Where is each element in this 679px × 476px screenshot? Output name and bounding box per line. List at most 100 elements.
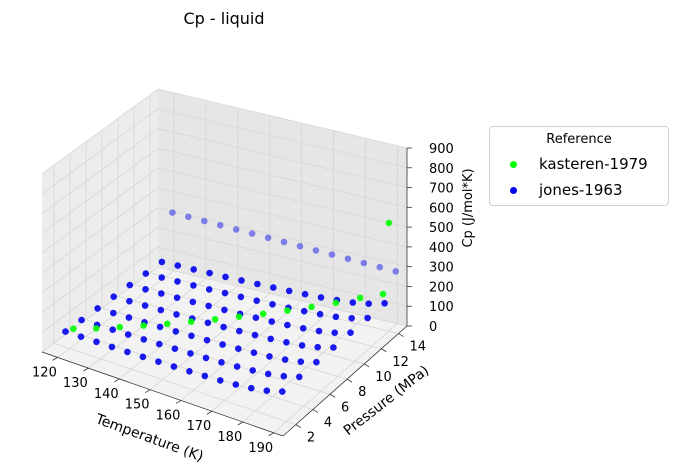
- jones-point: [171, 345, 179, 353]
- jones-point: [249, 367, 256, 374]
- jones-point: [316, 310, 324, 318]
- grid-line-z: [41, 108, 408, 195]
- jones-point: [344, 255, 352, 263]
- x-tick-label: 130: [63, 376, 88, 391]
- jones-point: [233, 363, 241, 370]
- kasteren-point: [164, 320, 171, 328]
- x-tick-label-mark: [206, 410, 213, 415]
- data-points: [62, 209, 400, 395]
- axes-panes: [42, 89, 407, 436]
- jones-point: [248, 384, 255, 392]
- jones-point: [202, 354, 210, 362]
- x-tick-label: 180: [217, 430, 242, 445]
- jones-point: [174, 278, 181, 285]
- z-tick-label: 0: [429, 320, 437, 335]
- jones-point: [142, 286, 149, 293]
- jones-point: [267, 335, 275, 343]
- jones-point: [78, 316, 85, 324]
- jones-point: [201, 372, 209, 380]
- jones-point: [174, 262, 182, 269]
- y-tick-label-mark: [381, 348, 387, 353]
- x-tick-label-mark: [114, 378, 120, 383]
- jones-point: [126, 297, 133, 305]
- jones-point: [201, 217, 208, 225]
- jones-point: [156, 323, 164, 331]
- jones-point: [301, 290, 309, 298]
- y-tick-label-mark: [329, 393, 336, 398]
- kasteren-point: [187, 318, 195, 326]
- y-tick-label-mark: [346, 378, 353, 383]
- jones-point: [188, 332, 195, 340]
- kasteren-point: [379, 290, 387, 298]
- jones-point: [252, 314, 260, 322]
- jones-point: [348, 314, 356, 322]
- kasteren-point: [259, 310, 267, 318]
- jones-point: [190, 282, 197, 289]
- jones-point: [157, 306, 165, 314]
- kasteren-point: [332, 299, 340, 307]
- jones-point: [364, 314, 371, 322]
- jones-point: [283, 339, 290, 346]
- jones-point: [315, 327, 323, 335]
- jones-point: [285, 287, 293, 295]
- jones-point: [219, 341, 226, 348]
- y-tick-label-mark: [398, 333, 404, 337]
- jones-point: [280, 238, 288, 246]
- kasteren-point: [70, 325, 77, 333]
- y-axis-line: [282, 325, 408, 437]
- jones-point: [284, 321, 291, 329]
- jones-point: [110, 309, 117, 317]
- z-tick-label: 800: [429, 162, 454, 177]
- jones-point: [170, 363, 178, 370]
- jones-point: [237, 293, 245, 301]
- jones-point: [206, 269, 213, 277]
- jones-point: [124, 348, 131, 356]
- x-tick-label-mark: [83, 367, 89, 372]
- jones-point: [313, 358, 320, 366]
- jones-point: [253, 297, 260, 305]
- x-tick-label: 150: [125, 398, 150, 413]
- jones-point: [110, 293, 117, 301]
- jones-point: [140, 336, 148, 343]
- grid-line-z: [41, 128, 408, 214]
- jones-point: [236, 327, 243, 335]
- jones-point: [317, 294, 325, 301]
- x-tick-label: 140: [94, 387, 119, 402]
- grid-line-z: [41, 88, 408, 175]
- jones-point: [139, 353, 147, 361]
- floor-pane: [42, 267, 407, 436]
- z-tick-label: 400: [429, 241, 454, 256]
- grid-line-z: [41, 187, 408, 274]
- jones-point: [376, 263, 384, 271]
- grid-line-z: [41, 167, 408, 254]
- jones-point: [296, 373, 303, 381]
- jones-point: [296, 242, 304, 250]
- y-tick-label: 8: [358, 385, 366, 400]
- jones-point: [203, 336, 211, 344]
- jones-point: [173, 311, 180, 318]
- kasteren-point: [385, 219, 393, 227]
- jones-point: [270, 284, 277, 291]
- y-tick-label-mark: [312, 409, 319, 413]
- y-tick-label: 6: [341, 400, 349, 415]
- jones-point: [266, 353, 273, 360]
- jones-point: [331, 329, 339, 337]
- jones-point: [158, 274, 165, 281]
- jones-point: [187, 350, 194, 357]
- legend-marker-kasteren: [510, 160, 517, 168]
- z-axis-label: Cp (J/mol*K): [461, 168, 476, 247]
- grid-line-z: [41, 147, 408, 234]
- legend-label-jones: jones-1963: [539, 181, 623, 199]
- x-tick-label-mark: [268, 432, 274, 437]
- jones-point: [264, 234, 272, 242]
- jones-point: [186, 368, 193, 375]
- jones-point: [222, 273, 229, 281]
- grid-line-z: [41, 246, 408, 333]
- legend-label-kasteren: kasteren-1979: [539, 155, 648, 173]
- jones-point: [300, 307, 308, 315]
- kasteren-point: [92, 325, 100, 332]
- z-tick-label: 100: [429, 300, 454, 315]
- tick-labels: 1201301401501601701801902468101214010020…: [32, 142, 454, 456]
- kasteren-point: [211, 316, 219, 323]
- jones-point: [220, 323, 227, 331]
